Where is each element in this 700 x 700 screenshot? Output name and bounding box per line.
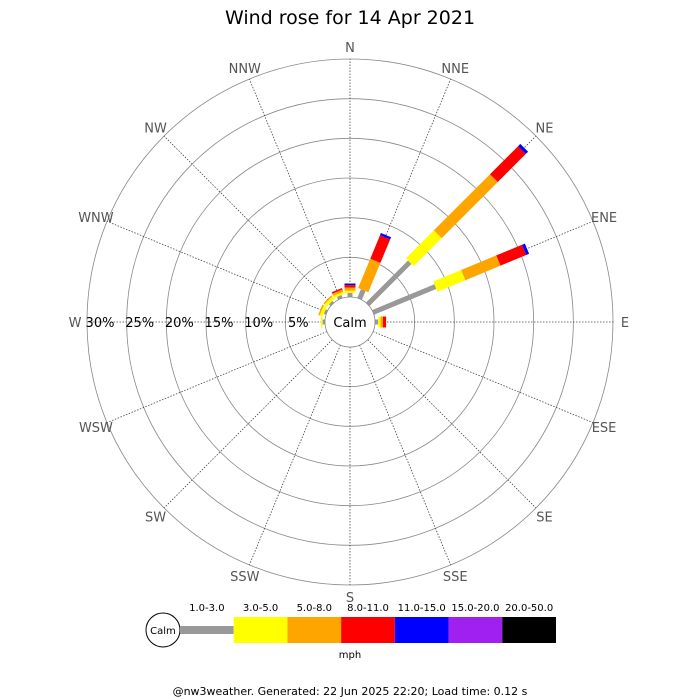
bar-wnw-3.0-5.0 xyxy=(319,305,327,317)
legend-label-1.0-3.0: 1.0-3.0 xyxy=(189,603,224,614)
legend-swatch-3.0-5.0 xyxy=(233,617,288,643)
direction-label-se: SE xyxy=(536,510,552,525)
spoke-ssw xyxy=(248,344,341,566)
calm-label: Calm xyxy=(333,316,366,331)
direction-label-sw: SW xyxy=(145,510,166,525)
bar-e-8.0-11.0 xyxy=(382,316,387,328)
bar-ene-8.0-11.0 xyxy=(496,244,527,266)
percent-label: 15% xyxy=(205,316,234,331)
legend-label-8.0-11.0: 8.0-11.0 xyxy=(347,603,389,614)
direction-label-sse: SSE xyxy=(443,570,468,585)
legend-swatch-5.0-8.0 xyxy=(287,617,342,643)
bar-nnw-8.0-11.0 xyxy=(331,288,343,294)
spoke-nnw xyxy=(248,78,341,300)
spoke-wnw xyxy=(106,220,328,313)
direction-label-ene: ENE xyxy=(591,211,617,226)
bar-ene-3.0-5.0 xyxy=(433,270,466,292)
spoke-sw xyxy=(163,339,333,509)
bar-nnw-5.0-8.0 xyxy=(332,289,344,296)
percent-label: 20% xyxy=(165,316,194,331)
bar-nne-5.0-8.0 xyxy=(358,258,381,293)
spoke-se xyxy=(367,339,537,509)
spoke-wsw xyxy=(106,331,328,424)
legend-label-11.0-15.0: 11.0-15.0 xyxy=(398,603,446,614)
direction-label-n: N xyxy=(345,41,355,56)
direction-label-wsw: WSW xyxy=(79,421,113,436)
direction-label-wnw: WNW xyxy=(78,211,114,226)
bar-nne-11.0-15.0 xyxy=(380,233,392,240)
legend-swatch-15.0-20.0 xyxy=(448,617,503,643)
bar-wnw-5.0-8.0 xyxy=(318,304,324,316)
percent-label: 10% xyxy=(244,316,273,331)
calm-circle: Calm xyxy=(324,296,376,348)
bar-ne-8.0-11.0 xyxy=(490,146,526,182)
bar-e-1.0-3.0 xyxy=(375,319,379,325)
bar-ne-3.0-5.0 xyxy=(405,230,442,267)
spoke-nw xyxy=(163,135,333,305)
bar-e-5.0-8.0 xyxy=(380,316,383,328)
bar-ne-1.0-3.0 xyxy=(365,260,412,307)
bar-nw-5.0-8.0 xyxy=(323,295,333,305)
direction-label-ssw: SSW xyxy=(230,570,260,585)
direction-label-ese: ESE xyxy=(592,421,617,436)
petal-bars xyxy=(318,143,530,328)
bar-ne-11.0-15.0 xyxy=(518,143,529,154)
legend-label-15.0-20.0: 15.0-20.0 xyxy=(451,603,499,614)
bar-n-3.0-5.0 xyxy=(344,290,356,293)
percent-labels: 5% 10% 15% 20% 25% 30% xyxy=(86,316,309,331)
bar-e-3.0-5.0 xyxy=(378,316,381,328)
bar-nne-8.0-11.0 xyxy=(370,235,391,263)
bar-ene-5.0-8.0 xyxy=(461,255,501,281)
direction-label-w: W xyxy=(69,316,82,331)
bar-w-1.0-3.0 xyxy=(322,319,325,325)
bar-w-3.0-5.0 xyxy=(321,316,323,328)
grid-ring xyxy=(205,177,495,467)
chart-title: Wind rose for 14 Apr 2021 xyxy=(225,7,475,29)
bar-ene-1.0-3.0 xyxy=(372,284,437,315)
bar-n-1.0-3.0 xyxy=(347,293,353,297)
legend-units: mph xyxy=(339,650,361,661)
bar-n-11.0-15.0 xyxy=(344,283,356,286)
legend-label-3.0-5.0: 3.0-5.0 xyxy=(243,603,278,614)
percent-label: 25% xyxy=(125,316,154,331)
direction-label-ne: NE xyxy=(535,122,553,137)
direction-labels: N NNE NE ENE E ESE SE SSE S SSW SW WSW W WNW NW NNW xyxy=(69,41,630,606)
bar-ene-11.0-15.0 xyxy=(522,243,530,255)
direction-label-nne: NNE xyxy=(441,62,469,77)
grid-ring xyxy=(165,137,535,507)
bar-nne-1.0-3.0 xyxy=(357,289,366,300)
bar-nw-1.0-3.0 xyxy=(328,300,335,307)
legend-swatch-20.0-50.0 xyxy=(502,617,556,643)
bar-wnw-1.0-3.0 xyxy=(323,309,328,315)
legend-swatch-1.0-3.0 xyxy=(180,626,234,634)
direction-label-nnw: NNW xyxy=(229,62,261,77)
spoke-sse xyxy=(359,344,452,566)
bar-nnw-3.0-5.0 xyxy=(333,291,345,299)
bar-n-8.0-11.0 xyxy=(344,285,356,288)
direction-label-e: E xyxy=(621,316,629,331)
bar-nw-3.0-5.0 xyxy=(324,296,335,307)
legend-swatch-11.0-15.0 xyxy=(394,617,449,643)
legend-calm-label: Calm xyxy=(150,626,176,637)
direction-label-nw: NW xyxy=(144,122,167,137)
bar-ne-5.0-8.0 xyxy=(433,174,498,239)
legend-label-20.0-50.0: 20.0-50.0 xyxy=(505,603,553,614)
speed-legend: Calm 1.0-3.0 3.0-5.0 5.0-8.0 8.0-11.0 11.0-15… xyxy=(145,603,556,661)
calm-ring xyxy=(324,296,376,348)
spoke-ese xyxy=(372,331,594,424)
bar-nnw-1.0-3.0 xyxy=(336,295,343,300)
direction-label-s: S xyxy=(346,591,354,606)
footer-text: @nw3weather. Generated: 22 Jun 2025 22:2… xyxy=(173,685,528,698)
legend-swatch-8.0-11.0 xyxy=(341,617,395,643)
percent-label: 5% xyxy=(288,316,309,331)
legend-label-5.0-8.0: 5.0-8.0 xyxy=(297,603,332,614)
percent-label: 30% xyxy=(86,316,115,331)
bar-n-5.0-8.0 xyxy=(344,287,356,291)
